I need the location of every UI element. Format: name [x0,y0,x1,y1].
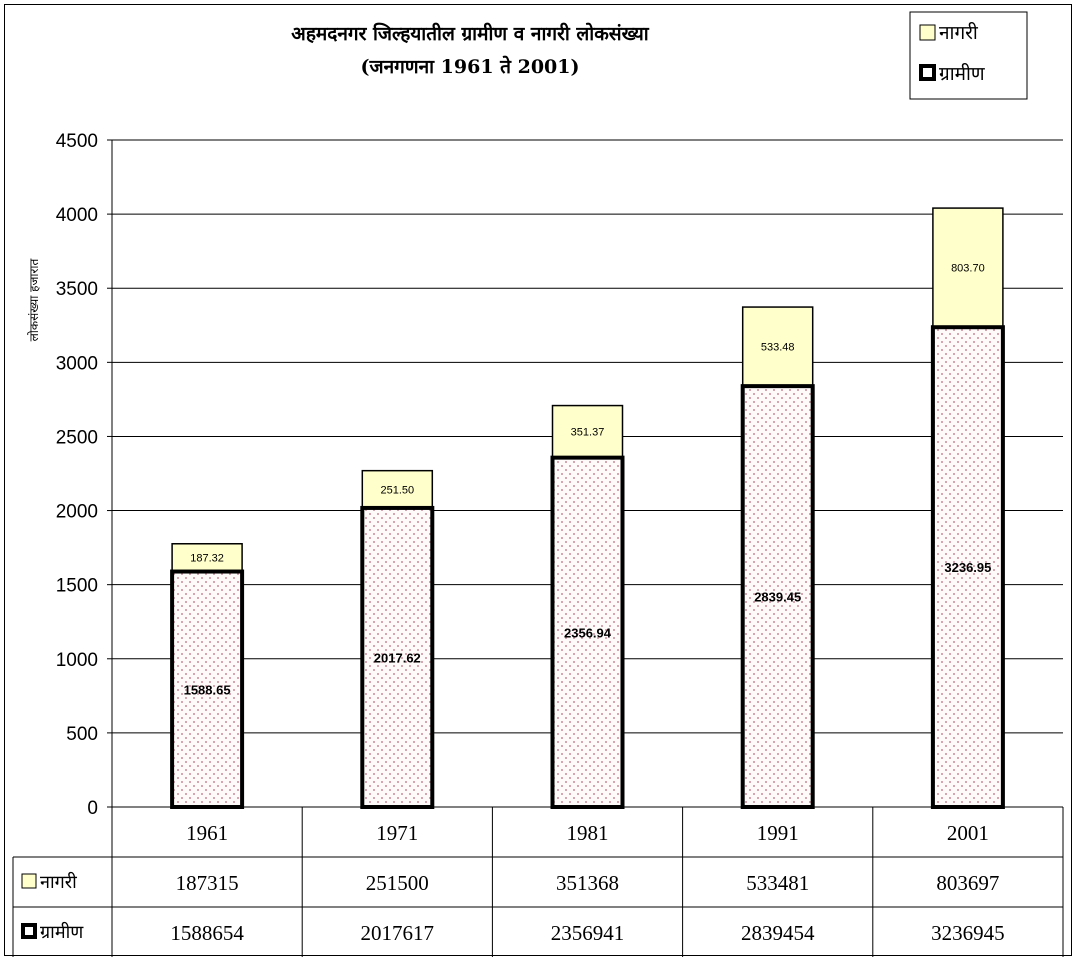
table-row-label-rural: ग्रामीण [40,921,84,943]
table-row-label-urban: नागरी [40,871,77,893]
data-label-rural: 3236.95 [944,560,991,575]
y-tick-label: 4500 [56,131,98,152]
table-swatch-rural [21,923,37,939]
table-cell-rural: 2839454 [741,921,815,945]
y-tick-label: 500 [66,724,98,745]
x-category-label: 1961 [186,821,228,845]
bar-urban [361,469,434,509]
bar-rural [550,455,625,809]
legend-swatch-rural [919,64,936,81]
chart-title: अहमदनगर जिल्हयातील ग्रामीण व नागरी लोकसं… [291,22,649,45]
bar-urban [171,543,243,573]
y-axis-ticks: 0 500 1000 1500 2000 2500 3000 3500 4000 4500 [56,131,98,819]
chart-frame [4,4,1072,956]
x-category-label: 2001 [947,821,989,845]
table-cell-urban: 533481 [746,871,809,895]
data-table: 1961 187315 1588654 1971 251500 2017617 1981 35… [12,807,1064,957]
legend-label-urban: नागरी [939,21,979,44]
legend-label-rural: ग्रामीण [939,62,985,85]
y-tick-label: 2500 [56,427,98,448]
y-tick-label: 2000 [56,502,98,523]
data-label-urban: 251.50 [380,484,414,496]
legend-swatch-urban [919,24,936,41]
data-label-urban: 187.32 [190,553,224,565]
data-label-rural: 2356.94 [564,625,612,640]
table-cell-rural: 2356941 [551,921,625,945]
bar-rural [740,384,815,809]
data-label-urban: 351.37 [571,427,605,439]
data-label-rural: 2839.45 [754,590,801,605]
legend: नागरी ग्रामीण [909,11,1028,100]
bar-rural [170,569,245,810]
y-tick-label: 1000 [56,650,98,671]
data-label-rural: 1588.65 [184,682,231,697]
table-swatch-urban [21,873,37,889]
y-tick-label: 0 [87,798,98,819]
table-cell-urban: 803697 [936,871,999,895]
x-category-label: 1991 [757,821,799,845]
data-label-urban: 803.70 [951,263,985,275]
x-category-label: 1971 [376,821,418,845]
table-cell-urban: 187315 [176,871,239,895]
bar-rural [930,325,1005,809]
bar-urban [741,306,814,387]
data-label-rural: 2017.62 [374,650,421,665]
y-tick-label: 3500 [56,279,98,300]
y-axis-label: लोकसंख्या हजारात [27,257,41,341]
y-tick-label: 3000 [56,353,98,374]
x-category-label: 1981 [567,821,609,845]
bar-rural [360,505,435,809]
table-cell-urban: 351368 [556,871,619,895]
data-label-urban: 533.48 [761,342,795,354]
y-tick-label: 4000 [56,205,98,226]
bars: 187.32 1588.65 251.50 2017.62 351.37 2356.94 5… [170,207,1005,810]
table-cell-rural: 2017617 [361,921,435,945]
table-cell-rural: 1588654 [170,921,244,945]
bar-urban [551,404,624,459]
table-cell-rural: 3236945 [931,921,1005,945]
y-tick-label: 1500 [56,576,98,597]
table-cell-urban: 251500 [366,871,429,895]
bar-urban [932,207,1004,328]
chart-subtitle: (जनगणना 1961 ते 2001) [361,55,580,78]
